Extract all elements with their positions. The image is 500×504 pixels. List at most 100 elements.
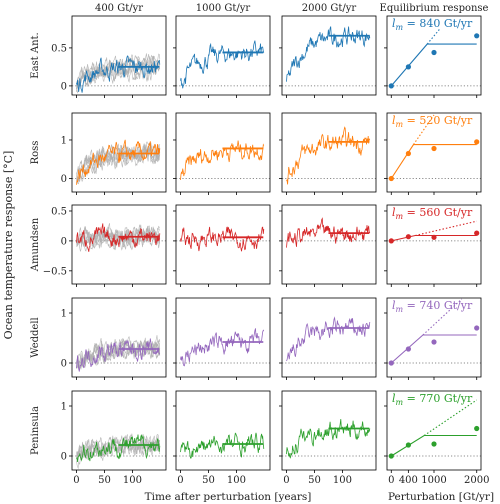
x-tick-label: 0 xyxy=(177,475,183,486)
series-line xyxy=(180,140,265,181)
panel: −0.5 0 0.5 xyxy=(43,204,167,287)
y-tick-label: 1 xyxy=(61,402,67,413)
series-line xyxy=(286,217,371,248)
equilibrium-point xyxy=(388,453,394,459)
panel-frame xyxy=(175,297,271,378)
panel xyxy=(279,297,377,380)
y-tick-label: 0 xyxy=(61,452,67,463)
panel xyxy=(279,204,377,287)
equilibrium-point xyxy=(474,33,480,39)
equilibrium-point xyxy=(431,441,437,447)
panel: lm = 520 Gt/yr xyxy=(384,112,482,195)
panel xyxy=(173,204,271,287)
series-line xyxy=(76,139,161,185)
lm-value: = 520 Gt/yr xyxy=(403,114,473,127)
equilibrium-point xyxy=(474,230,480,236)
x-tick-label: 100 xyxy=(123,475,142,486)
column-title: 400 Gt/yr xyxy=(95,3,143,14)
panel-frame xyxy=(71,15,167,96)
panel-frame xyxy=(71,204,167,285)
x-tick-label: 50 xyxy=(98,475,111,486)
fit-line xyxy=(390,144,477,179)
y-tick-label: 0 xyxy=(61,174,67,185)
equilibrium-point xyxy=(388,175,394,182)
panel-frame xyxy=(175,15,271,96)
fit-line xyxy=(391,234,477,242)
extrapolation-line xyxy=(423,399,478,436)
lm-value: = 560 Gt/yr xyxy=(403,206,473,219)
lm-subscript: m xyxy=(396,212,404,221)
x-tick-label: 0 xyxy=(388,475,394,486)
panel: 0 50 100 0 1 xyxy=(61,390,167,486)
series-line xyxy=(76,55,161,93)
figure-xlabel-time: Time after perturbation [years] xyxy=(145,491,312,503)
panel: 01 xyxy=(61,297,167,380)
equilibrium-point xyxy=(405,234,411,240)
lm-value: = 740 Gt/yr xyxy=(403,299,473,312)
fit-line xyxy=(390,43,477,87)
x-tick-label: 400 xyxy=(399,475,418,486)
equilibrium-point xyxy=(405,346,411,352)
panel-frame xyxy=(281,297,377,378)
panel-frame xyxy=(281,204,377,285)
y-tick-label: 1 xyxy=(61,309,67,320)
y-tick-label: −0.5 xyxy=(43,266,67,277)
panel: 0 50 100 xyxy=(173,390,271,486)
equilibrium-point xyxy=(388,360,394,366)
x-tick-label: 1000 xyxy=(421,475,446,486)
lm-label: lm = 840 Gt/yr xyxy=(392,17,473,32)
series-line xyxy=(180,226,265,252)
series-line xyxy=(76,338,161,372)
panel-frame xyxy=(281,15,377,96)
y-tick-label: 0.5 xyxy=(51,43,67,54)
lm-symbol: l xyxy=(392,206,396,219)
row-label: Amundsen xyxy=(30,217,41,272)
equilibrium-point xyxy=(388,238,394,244)
x-tick-label: 50 xyxy=(202,475,215,486)
equilibrium-point xyxy=(474,425,480,432)
column-title: 2000 Gt/yr xyxy=(302,3,357,14)
equilibrium-point xyxy=(431,234,437,240)
figure-ylabel: Ocean temperature response [°C] xyxy=(2,151,15,340)
lm-value: = 770 Gt/yr xyxy=(403,392,473,405)
lm-label: lm = 740 Gt/yr xyxy=(392,299,473,314)
x-tick-label: 0 xyxy=(283,475,289,486)
x-tick-label: 100 xyxy=(333,475,352,486)
fit-line xyxy=(391,434,477,457)
panel-frame xyxy=(71,112,167,193)
extrapolation-line xyxy=(415,220,477,237)
equilibrium-point xyxy=(405,64,411,70)
panel: lm = 840 Gt/yr xyxy=(384,15,482,98)
panel-frame xyxy=(175,390,271,471)
panel xyxy=(279,15,377,98)
equilibrium-point xyxy=(474,325,480,331)
y-tick-label: 1 xyxy=(61,135,67,146)
panel xyxy=(173,112,271,195)
lm-value: = 840 Gt/yr xyxy=(403,17,473,30)
lm-subscript: m xyxy=(396,120,404,129)
series-line xyxy=(180,40,265,89)
panel: lm = 560 Gt/yr xyxy=(384,204,482,287)
lm-subscript: m xyxy=(396,23,404,32)
column-title: Equilibrium response xyxy=(380,3,489,14)
equilibrium-point xyxy=(431,49,437,56)
row-label: Weddell xyxy=(30,317,41,358)
x-tick-label: 2000 xyxy=(464,475,489,486)
panel: 00.5 xyxy=(51,15,167,98)
lm-label: lm = 560 Gt/yr xyxy=(392,206,473,221)
series-line xyxy=(180,328,265,367)
row-label: Ross xyxy=(30,141,41,165)
lm-subscript: m xyxy=(396,398,404,407)
y-tick-label: 0.5 xyxy=(51,206,67,217)
panel-frame xyxy=(281,112,377,193)
y-tick-label: 0 xyxy=(61,359,67,370)
lm-symbol: l xyxy=(392,299,396,312)
y-tick-label: 0 xyxy=(61,236,67,247)
panel: 0 50 100 xyxy=(279,390,377,486)
panel-grid: 400 Gt/yr 1000 Gt/yr 2000 Gt/yr Equilibrium… xyxy=(30,3,489,486)
panel-frame xyxy=(71,297,167,378)
extrapolation-line xyxy=(413,114,435,145)
series-line xyxy=(286,419,371,459)
ensemble-member-line xyxy=(76,145,161,183)
